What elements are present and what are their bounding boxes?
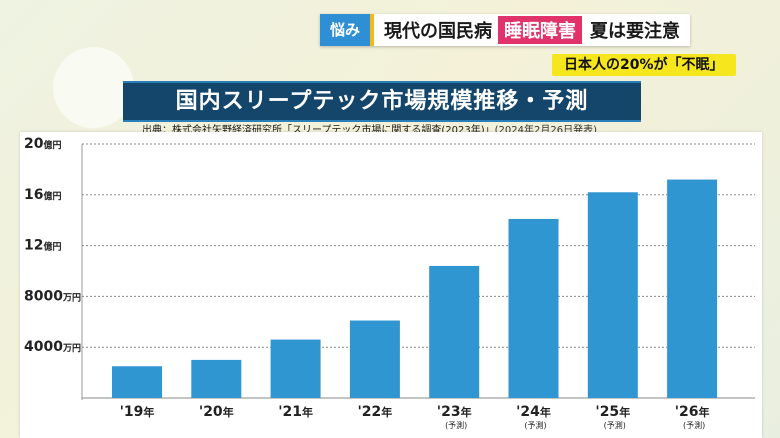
y-tick-number: 20 <box>24 136 44 152</box>
chart-panel: 4000万円 8000万円 12億円 16億円 20億円 '19年 '20年 '21年 '22年… <box>20 132 762 438</box>
y-tick-label: 12億円 <box>24 238 62 254</box>
x-tick-label: '21年 <box>278 404 313 420</box>
bar <box>508 218 559 398</box>
bar <box>667 179 718 398</box>
x-tick-year: '26 <box>675 404 699 420</box>
projection-note: (予測) <box>604 420 626 430</box>
y-tick-label: 20億円 <box>24 136 62 152</box>
x-tick-label: '19年 <box>120 404 155 420</box>
y-tick-unit: 万円 <box>62 292 81 303</box>
x-tick-label: '22年 <box>358 404 393 420</box>
x-tick-suffix: 年 <box>302 405 313 419</box>
x-tick-suffix: 年 <box>223 405 234 419</box>
x-tick-year: '24 <box>516 404 540 420</box>
x-tick-suffix: 年 <box>619 405 630 419</box>
y-tick-number: 12 <box>24 238 43 254</box>
y-tick-label: 16億円 <box>24 187 62 203</box>
x-tick-year: '22 <box>358 404 382 420</box>
x-tick-label: '26年 <box>675 404 710 420</box>
bar <box>587 192 638 398</box>
y-tick-unit: 万円 <box>62 343 81 354</box>
x-tick-year: '19 <box>120 404 144 420</box>
x-tick-year: '23 <box>437 404 461 420</box>
y-tick-unit: 億円 <box>43 241 61 253</box>
y-tick-number: 8000 <box>24 288 63 304</box>
x-tick-suffix: 年 <box>381 405 392 419</box>
y-tick-label: 4000万円 <box>24 339 81 355</box>
topic-highlight: 睡眠障害 <box>498 16 583 44</box>
bar <box>349 320 400 398</box>
projection-note: (予測) <box>445 420 467 430</box>
bar <box>191 359 242 398</box>
bar <box>270 339 321 398</box>
x-tick-label: '25年 <box>595 404 630 420</box>
x-tick-label: '24年 <box>516 404 551 420</box>
y-tick-number: 4000 <box>24 339 63 355</box>
x-tick-year: '25 <box>595 404 619 420</box>
x-tick-label: '20年 <box>199 404 234 420</box>
projection-note: (予測) <box>524 420 546 430</box>
y-tick-unit: 億円 <box>43 139 61 151</box>
x-tick-suffix: 年 <box>143 405 154 419</box>
chart-title: 国内スリープテック市場規模推移・予測 <box>123 81 641 122</box>
subheadline: 日本人の20%が「不眠」 <box>552 54 736 76</box>
projection-note: (予測) <box>683 420 705 430</box>
topic-tag: 悩み <box>320 14 375 46</box>
x-tick-suffix: 年 <box>540 405 551 419</box>
source-text: 出典：株式会社矢野経済研究所「スリープテック市場に関する調査(2023年)」 <box>142 125 495 136</box>
y-tick-label: 8000万円 <box>24 288 81 304</box>
x-tick-suffix: 年 <box>461 405 472 419</box>
topic-text: 現代の国民病 <box>384 21 493 42</box>
topic-banner: 悩み 現代の国民病 睡眠障害 夏は要注意 <box>320 14 691 46</box>
x-tick-suffix: 年 <box>698 405 709 419</box>
source-date: (2024年2月26日発表) <box>494 125 597 136</box>
x-tick-year: '20 <box>199 404 223 420</box>
bar <box>429 265 480 398</box>
y-tick-number: 16 <box>24 187 43 203</box>
x-tick-label: '23年 <box>437 404 472 420</box>
bar <box>112 366 162 398</box>
topic-suffix: 夏は要注意 <box>590 21 681 42</box>
x-tick-year: '21 <box>278 404 302 420</box>
source-citation: 出典：株式会社矢野経済研究所「スリープテック市場に関する調査(2023年)」(2… <box>142 121 597 136</box>
y-tick-unit: 億円 <box>43 190 61 202</box>
